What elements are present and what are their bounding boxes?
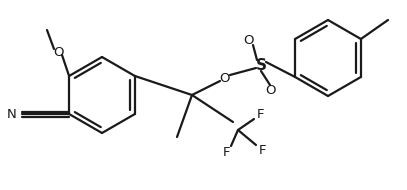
Text: F: F (222, 146, 230, 158)
Text: O: O (53, 45, 63, 59)
Text: F: F (259, 143, 267, 157)
Text: O: O (220, 71, 230, 85)
Text: N: N (7, 108, 17, 120)
Text: F: F (256, 108, 264, 121)
Text: O: O (243, 33, 253, 47)
Text: S: S (256, 58, 267, 73)
Text: O: O (265, 83, 275, 97)
